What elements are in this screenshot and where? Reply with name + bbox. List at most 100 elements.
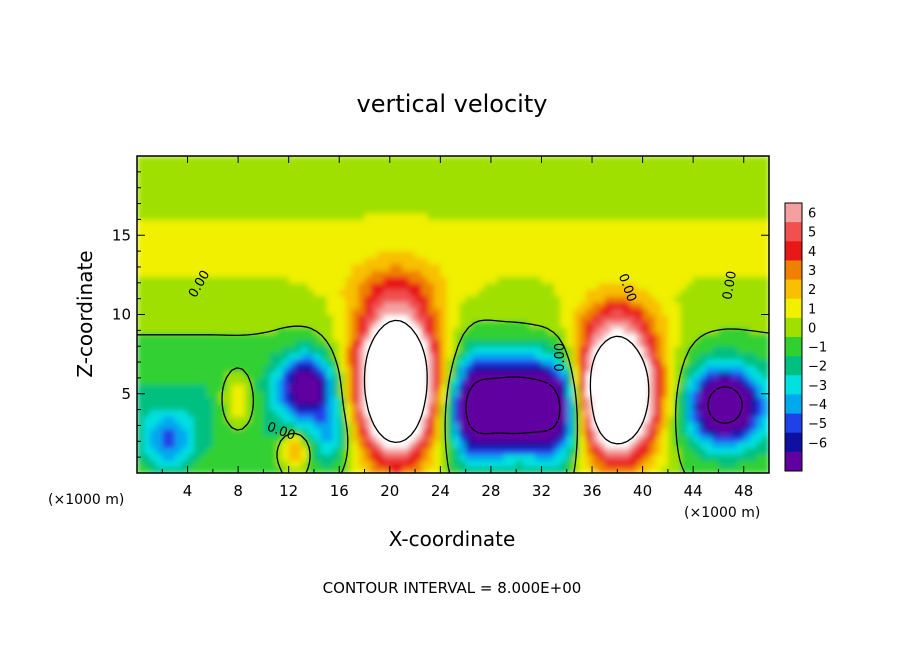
heatmap-cell <box>358 251 366 259</box>
heatmap-cell <box>276 308 283 316</box>
heatmap-cell <box>225 346 233 354</box>
heatmap-cell <box>756 308 764 316</box>
heatmap-cell <box>573 168 580 176</box>
heatmap-cell <box>276 346 283 354</box>
heatmap-cell <box>743 358 751 366</box>
heatmap-cell <box>535 194 543 201</box>
heatmap-cell <box>680 415 688 423</box>
heatmap-cell <box>592 200 599 208</box>
heatmap-cell <box>313 276 321 284</box>
heatmap-cell <box>276 422 283 430</box>
heatmap-cell <box>490 327 498 335</box>
heatmap-cell <box>307 175 315 182</box>
heatmap-cell <box>541 441 549 449</box>
heatmap-cell <box>193 276 201 284</box>
heatmap-cell <box>731 251 738 259</box>
heatmap-cell <box>383 403 391 411</box>
heatmap-cell <box>276 301 283 309</box>
heatmap-cell <box>301 308 309 316</box>
heatmap-cell <box>718 232 726 240</box>
heatmap-cell <box>636 295 644 303</box>
heatmap-cell <box>231 263 239 271</box>
heatmap-cell <box>377 225 385 233</box>
heatmap-cell <box>282 434 290 442</box>
heatmap-cell <box>231 244 239 252</box>
heatmap-cell <box>547 213 555 220</box>
heatmap-cell <box>516 390 524 398</box>
heatmap-cell <box>560 434 568 442</box>
heatmap-cell <box>434 460 441 468</box>
heatmap-cell <box>269 276 277 284</box>
heatmap-cell <box>187 371 195 379</box>
heatmap-cell <box>497 365 505 373</box>
heatmap-cell <box>364 308 372 316</box>
heatmap-cell <box>617 447 625 455</box>
heatmap-cell <box>408 168 416 176</box>
heatmap-cell <box>155 301 163 309</box>
heatmap-cell <box>731 415 738 423</box>
heatmap-cell <box>705 251 713 259</box>
heatmap-cell <box>661 447 669 455</box>
heatmap-cell <box>370 156 378 163</box>
heatmap-cell <box>680 181 688 189</box>
heatmap-cell <box>301 422 309 430</box>
heatmap-cell <box>206 308 214 316</box>
heatmap-cell <box>396 422 404 430</box>
heatmap-cell <box>421 194 429 201</box>
heatmap-cell <box>648 251 656 259</box>
heatmap-cell <box>509 466 517 473</box>
heatmap-cell <box>712 225 720 233</box>
heatmap-cell <box>598 327 606 335</box>
heatmap-cell <box>193 232 201 240</box>
heatmap-cell <box>560 194 568 201</box>
heatmap-cell <box>364 257 372 265</box>
heatmap-cell <box>579 314 587 322</box>
heatmap-cell <box>326 346 334 354</box>
heatmap-cell <box>712 263 720 271</box>
heatmap-cell <box>516 270 524 278</box>
heatmap-cell <box>629 447 637 455</box>
heatmap-cell <box>149 403 157 411</box>
heatmap-cell <box>200 453 208 461</box>
heatmap-cell <box>636 168 644 176</box>
heatmap-cell <box>174 434 182 442</box>
heatmap-cell <box>579 390 587 398</box>
heatmap-cell <box>611 466 618 473</box>
heatmap-cell <box>484 175 492 182</box>
heatmap-cell <box>408 339 416 347</box>
heatmap-cell <box>282 187 290 195</box>
heatmap-cell <box>566 213 574 220</box>
heatmap-cell <box>743 466 751 473</box>
heatmap-cell <box>301 447 309 455</box>
heatmap-cell <box>307 466 315 473</box>
heatmap-cell <box>648 441 656 449</box>
heatmap-cell <box>516 422 524 430</box>
heatmap-cell <box>421 441 429 449</box>
heatmap-cell <box>547 219 555 227</box>
heatmap-cell <box>509 377 517 385</box>
heatmap-cell <box>402 314 410 322</box>
heatmap-cell <box>143 206 151 214</box>
heatmap-cell <box>250 333 258 341</box>
heatmap-cell <box>560 371 568 379</box>
heatmap-cell <box>503 390 511 398</box>
heatmap-cell <box>168 333 176 341</box>
heatmap-cell <box>168 289 176 297</box>
heatmap-cell <box>686 219 694 227</box>
heatmap-cell <box>490 403 498 411</box>
heatmap-cell <box>655 428 663 436</box>
heatmap-cell <box>320 156 328 163</box>
heatmap-cell <box>453 339 460 347</box>
heatmap-cell <box>724 333 732 341</box>
heatmap-cell <box>497 460 505 468</box>
heatmap-cell <box>389 422 397 430</box>
heatmap-cell <box>655 415 663 423</box>
heatmap-cell <box>212 181 220 189</box>
heatmap-cell <box>250 422 258 430</box>
heatmap-cell <box>598 308 606 316</box>
heatmap-cell <box>358 365 366 373</box>
heatmap-cell <box>674 187 682 195</box>
heatmap-cell <box>168 365 176 373</box>
heatmap-cell <box>377 453 385 461</box>
heatmap-cell <box>516 320 524 328</box>
